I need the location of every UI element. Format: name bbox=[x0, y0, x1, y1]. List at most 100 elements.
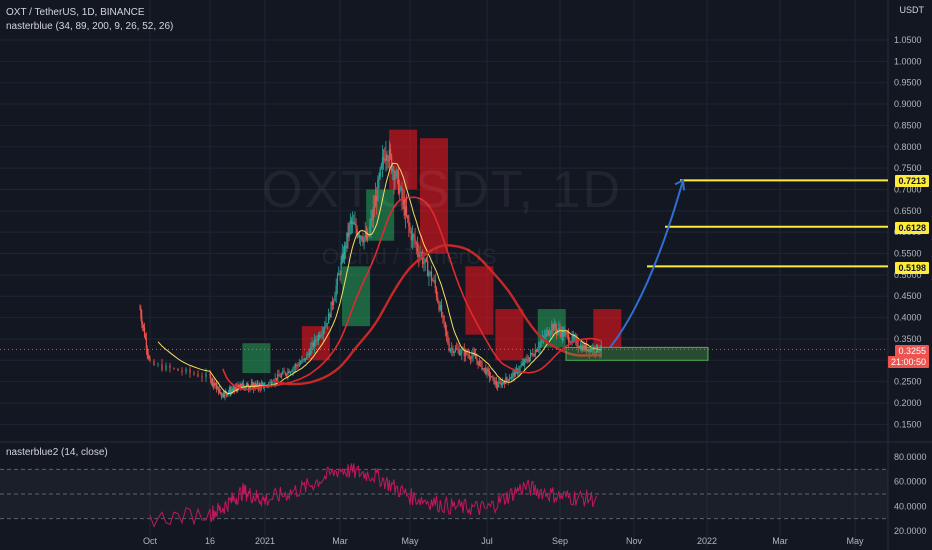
candle-body bbox=[563, 330, 565, 337]
price-tick-label: 0.2500 bbox=[894, 377, 922, 387]
oscillator-title[interactable]: nasterblue2 (14, close) bbox=[6, 447, 108, 458]
candle-body bbox=[402, 199, 404, 201]
candle-body bbox=[324, 326, 326, 330]
candle-body bbox=[428, 273, 430, 277]
candle-body bbox=[410, 231, 412, 241]
price-tick-label: 1.0000 bbox=[894, 56, 922, 66]
candle-body bbox=[472, 352, 474, 356]
candle-body bbox=[590, 348, 593, 351]
price-tick-label: 0.9000 bbox=[894, 99, 922, 109]
candle-body bbox=[353, 221, 355, 225]
candle-body bbox=[335, 285, 337, 297]
candle-body bbox=[546, 330, 548, 333]
candle-body bbox=[461, 350, 463, 354]
candle-body bbox=[212, 383, 215, 385]
candle-body bbox=[501, 382, 503, 386]
candle-body bbox=[277, 374, 279, 381]
candle-body bbox=[291, 371, 293, 373]
candle-body bbox=[587, 348, 589, 351]
time-axis[interactable]: Oct 16 2021 Mar May Jul Sep Nov 2022 Mar May bbox=[143, 536, 864, 546]
candle-body bbox=[278, 374, 280, 377]
candle-body bbox=[148, 356, 150, 359]
candle-body bbox=[381, 157, 384, 165]
candle-body bbox=[483, 367, 486, 369]
candle-body bbox=[240, 384, 242, 388]
target-levels[interactable] bbox=[647, 179, 888, 268]
candle-body bbox=[302, 359, 304, 361]
candle-body bbox=[363, 237, 365, 243]
candle-body bbox=[313, 338, 316, 347]
candle-body bbox=[469, 357, 472, 359]
candle-body bbox=[303, 358, 306, 360]
candle-body bbox=[282, 371, 284, 375]
candle-body bbox=[442, 315, 444, 317]
symbol-title[interactable]: OXT / TetherUS, 1D, BINANCE bbox=[6, 7, 145, 18]
candle-body bbox=[506, 377, 508, 380]
candle-body bbox=[146, 348, 148, 353]
candle-body bbox=[533, 355, 535, 357]
candle-body bbox=[457, 348, 459, 350]
time-tick-label: 16 bbox=[205, 536, 215, 546]
candle-body bbox=[292, 368, 294, 372]
candle-body bbox=[486, 369, 488, 375]
candle-body bbox=[330, 301, 332, 318]
candle-body bbox=[275, 378, 278, 381]
candle-body bbox=[567, 334, 570, 342]
price-tick-label: 0.7500 bbox=[894, 163, 922, 173]
candle-body bbox=[310, 347, 312, 356]
level-tag-2: 0.6128 bbox=[895, 222, 929, 234]
candle-body bbox=[247, 387, 250, 389]
candle-body bbox=[494, 381, 496, 384]
candle-body bbox=[504, 382, 506, 384]
candle-body bbox=[477, 360, 479, 366]
candle-body bbox=[321, 333, 323, 335]
candle-body bbox=[143, 325, 145, 328]
osc-tick-label: 40.0000 bbox=[894, 501, 927, 511]
candlesticks bbox=[139, 140, 602, 401]
candle-body bbox=[338, 273, 340, 276]
candle-body bbox=[379, 168, 381, 177]
candle-body bbox=[343, 245, 346, 260]
candle-body bbox=[487, 369, 489, 372]
candle-body bbox=[380, 164, 382, 169]
candle-body bbox=[373, 207, 376, 208]
candle-body bbox=[534, 349, 536, 356]
candle-body bbox=[342, 253, 345, 260]
candle-body bbox=[576, 338, 578, 346]
price-tick-label: 0.4500 bbox=[894, 291, 922, 301]
candle-body bbox=[231, 390, 233, 392]
candle-body bbox=[220, 392, 222, 394]
candle-body bbox=[519, 366, 521, 371]
candle-body bbox=[317, 334, 319, 341]
candle-body bbox=[538, 347, 540, 350]
candle-body bbox=[418, 251, 420, 257]
candle-body bbox=[444, 322, 446, 330]
candle-body bbox=[507, 379, 509, 381]
candle-body bbox=[449, 349, 451, 351]
support-box[interactable] bbox=[565, 346, 709, 361]
candle-body bbox=[388, 149, 390, 162]
price-axis[interactable]: 1.0500 1.0000 0.9500 0.9000 0.8500 0.8000 0.75… bbox=[894, 35, 927, 536]
candle-body bbox=[273, 382, 275, 385]
projection-arrow[interactable] bbox=[609, 178, 685, 349]
cloud-block bbox=[495, 309, 524, 361]
candle-body bbox=[222, 393, 225, 396]
candle-body bbox=[440, 305, 443, 316]
candle-body bbox=[217, 387, 220, 393]
candle-body bbox=[255, 384, 258, 386]
candle-body bbox=[521, 363, 523, 366]
candle-body bbox=[499, 382, 501, 384]
candle-body bbox=[392, 169, 394, 172]
candle-body bbox=[244, 387, 246, 389]
candle-body bbox=[284, 372, 286, 375]
candle-body bbox=[443, 315, 445, 323]
candle-body bbox=[301, 359, 303, 363]
ma-fast-line bbox=[157, 162, 602, 395]
candle-body bbox=[376, 196, 378, 201]
indicator-title[interactable]: nasterblue (34, 89, 200, 9, 26, 52, 26) bbox=[6, 21, 174, 32]
candle-body bbox=[377, 179, 379, 201]
candle-body bbox=[355, 223, 357, 230]
candle-body bbox=[525, 359, 527, 360]
candle-body bbox=[372, 207, 374, 220]
